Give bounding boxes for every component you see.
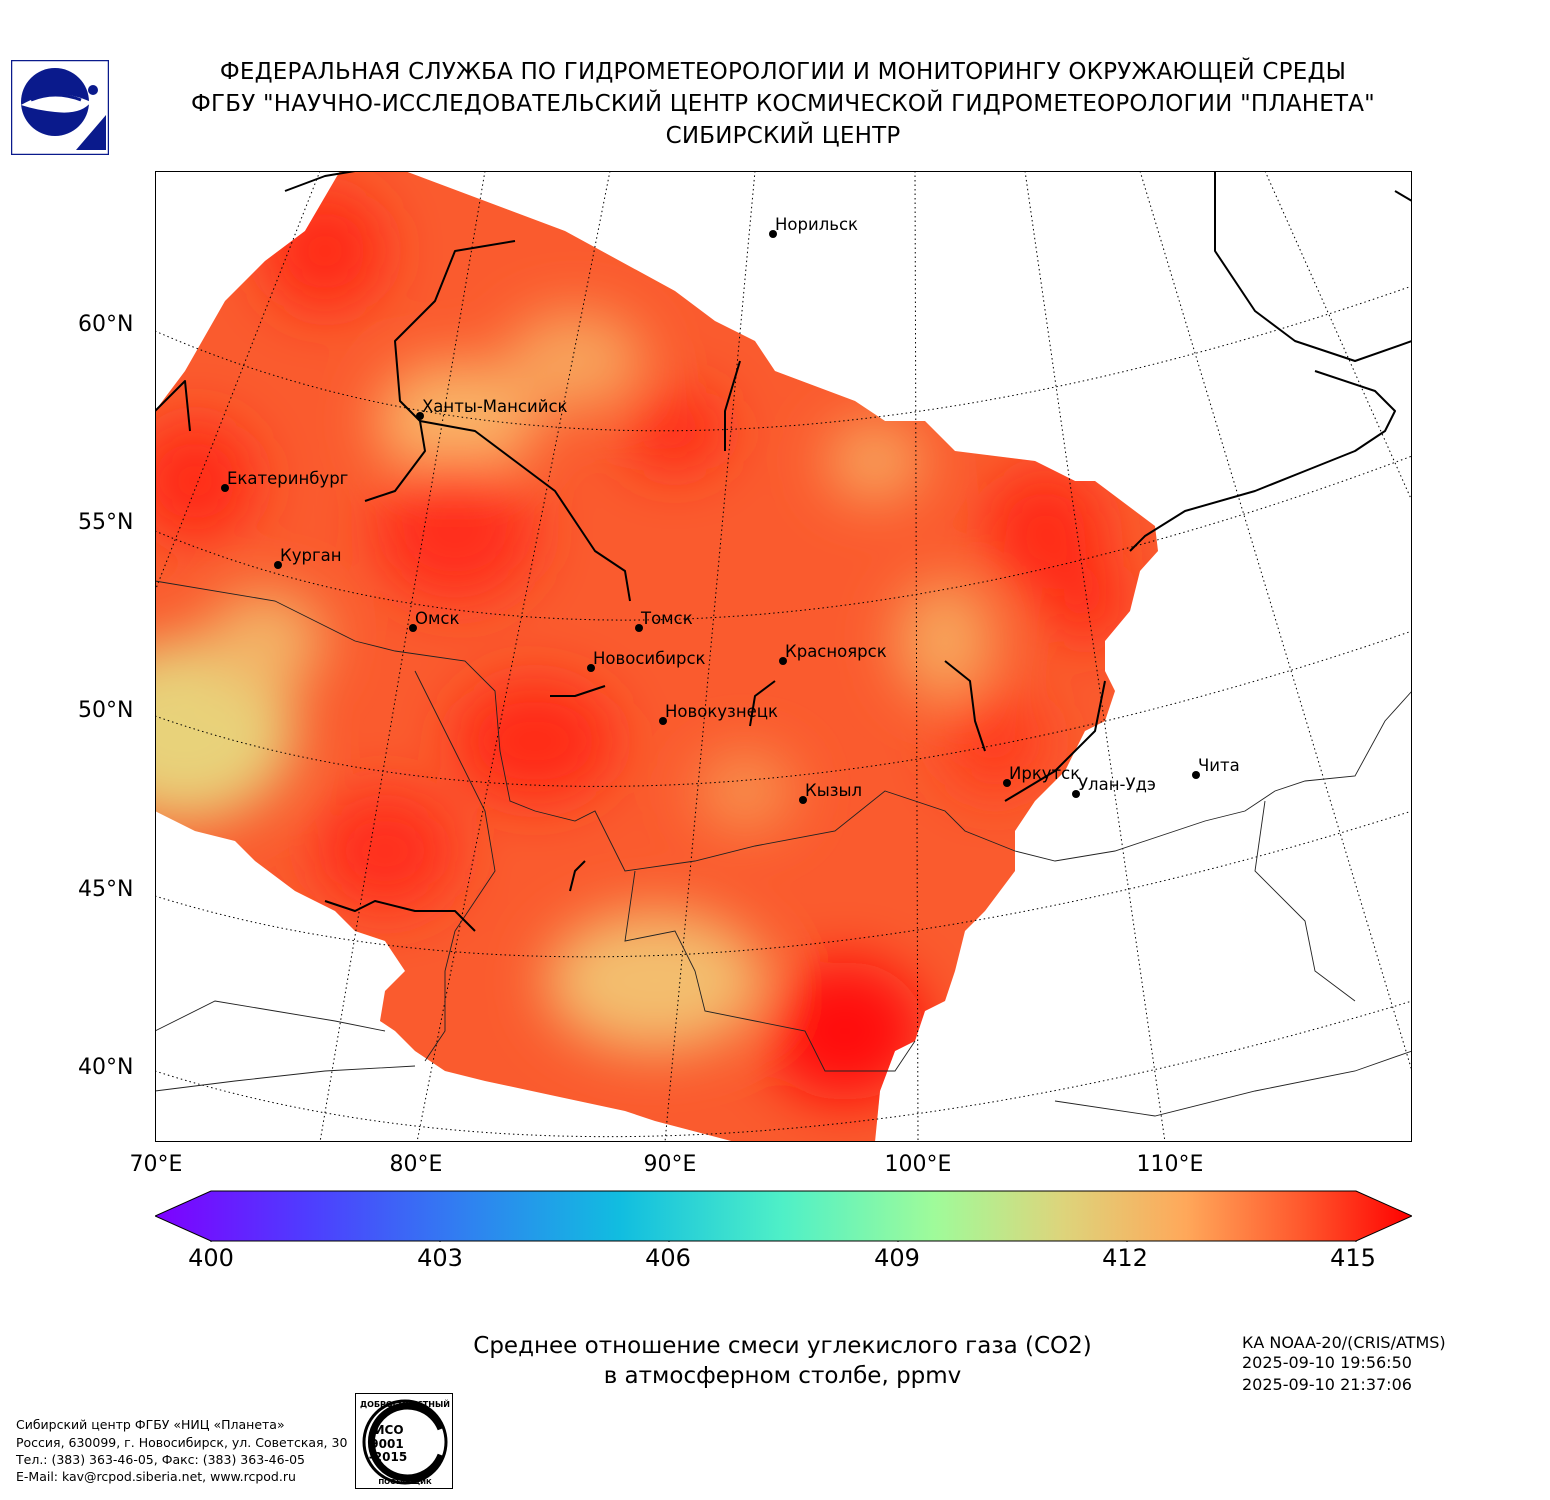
- lon-label-80: 80°E: [389, 1152, 443, 1177]
- city-marker: [1003, 779, 1011, 787]
- lat-label-45: 45°N: [78, 877, 134, 902]
- iso-stamp-number-text: 9001: [370, 1437, 403, 1451]
- city-label: Кызыл: [805, 781, 862, 800]
- lat-label-55: 55°N: [78, 510, 134, 535]
- city-marker: [635, 624, 643, 632]
- header-line-3: СИБИРСКИЙ ЦЕНТР: [665, 123, 901, 149]
- lon-label-110: 110°E: [1136, 1152, 1204, 1177]
- satellite-time-1: 2025-09-10 19:56:50: [1242, 1353, 1412, 1372]
- footer-phone: Тел.: (383) 363-46-05, Факс: (383) 363-4…: [16, 1452, 306, 1467]
- footer-org: Сибирский центр ФГБУ «НИЦ «Планета»: [16, 1417, 285, 1432]
- header-line-1: ФЕДЕРАЛЬНАЯ СЛУЖБА ПО ГИДРОМЕТЕОРОЛОГИИ …: [219, 59, 1347, 85]
- colorbar-tick-406: 406: [645, 1244, 691, 1272]
- iso-stamp-top-text: ДОБРОСОВЕСТНЫЙ: [360, 1398, 450, 1409]
- city-marker: [659, 717, 667, 725]
- city-label: Томск: [640, 609, 693, 628]
- city-label: Курган: [280, 546, 342, 565]
- lat-label-50: 50°N: [78, 698, 134, 723]
- iso-stamp-iso-text: ИСО: [374, 1423, 403, 1437]
- city-label: Улан-Удэ: [1078, 775, 1156, 794]
- city-marker: [769, 230, 777, 238]
- footer-address: Россия, 630099, г. Новосибирск, ул. Сове…: [16, 1435, 348, 1450]
- colorbar-tick-412: 412: [1102, 1244, 1148, 1272]
- iso-9001-stamp: ДОБРОСОВЕСТНЫЙ ИСО 9001 -2015 ПОСТАВЩИК: [355, 1393, 453, 1489]
- map-frame: [155, 171, 1412, 1142]
- city-marker: [221, 484, 229, 492]
- lat-label-40: 40°N: [78, 1055, 134, 1080]
- city-label: Красноярск: [785, 642, 887, 661]
- iso-stamp-year-text: -2015: [369, 1450, 407, 1464]
- lon-label-70: 70°E: [129, 1152, 183, 1177]
- satellite-name: КА NOAA-20/(CRIS/ATMS): [1242, 1333, 1446, 1352]
- planeta-logo: [10, 59, 110, 156]
- colorbar-tick-409: 409: [874, 1244, 920, 1272]
- city-label: Ханты-Мансийск: [422, 397, 568, 416]
- colorbar-tick-400: 400: [188, 1244, 234, 1272]
- city-label: Норильск: [775, 215, 858, 234]
- lat-label-60: 60°N: [78, 312, 134, 337]
- city-label: Омск: [415, 609, 460, 628]
- caption-line-2: в атмосферном столбе, ppmv: [603, 1363, 962, 1389]
- colorbar-tick-415: 415: [1330, 1244, 1376, 1272]
- footer-email: E-Mail: kav@rcpod.siberia.net, www.rcpod…: [16, 1469, 296, 1484]
- city-marker: [416, 412, 424, 420]
- colorbar-tick-403: 403: [417, 1244, 463, 1272]
- city-marker: [779, 657, 787, 665]
- city-marker: [587, 664, 595, 672]
- city-label: Иркутск: [1009, 764, 1080, 783]
- city-label: Екатеринбург: [227, 469, 348, 488]
- city-marker: [799, 796, 807, 804]
- co2-map: Норильск Ханты-Мансийск Екатеринбург Курган…: [155, 171, 1412, 1142]
- lon-label-90: 90°E: [643, 1152, 697, 1177]
- colorbar: [153, 1190, 1414, 1246]
- iso-stamp-bottom-text: ПОСТАВЩИК: [378, 1478, 432, 1486]
- city-marker: [1072, 790, 1080, 798]
- city-label: Новокузнецк: [665, 702, 778, 721]
- city-label: Новосибирск: [593, 649, 706, 668]
- caption-line-1: Среднее отношение смеси углекислого газа…: [473, 1333, 1092, 1359]
- header-line-2: ФГБУ "НАУЧНО-ИССЛЕДОВАТЕЛЬСКИЙ ЦЕНТР КОС…: [191, 91, 1375, 117]
- city-label: Чита: [1198, 756, 1240, 775]
- lon-label-100: 100°E: [884, 1152, 952, 1177]
- city-marker: [409, 624, 417, 632]
- city-marker: [274, 561, 282, 569]
- satellite-time-2: 2025-09-10 21:37:06: [1242, 1375, 1412, 1394]
- city-marker: [1192, 771, 1200, 779]
